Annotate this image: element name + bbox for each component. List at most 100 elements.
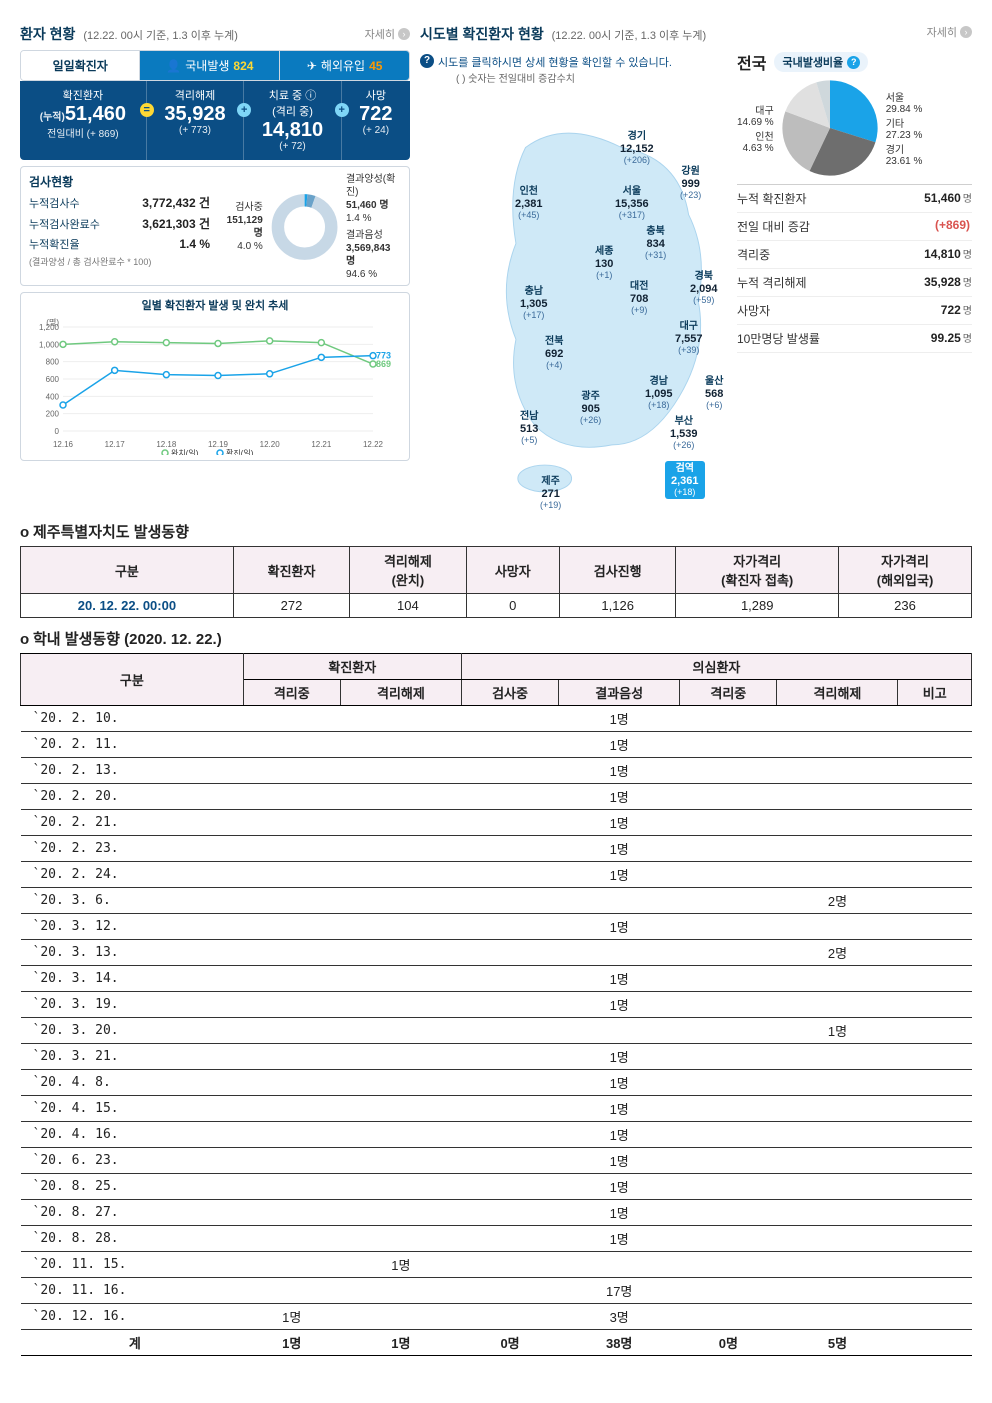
pie-chart	[780, 78, 880, 178]
svg-text:12.16: 12.16	[53, 440, 74, 449]
svg-text:400: 400	[46, 392, 60, 401]
jeju-date: 20. 12. 22. 00:00	[21, 594, 234, 618]
svg-text:12.18: 12.18	[156, 440, 177, 449]
map-region[interactable]: 대전708(+9)	[630, 281, 648, 315]
overseas-tab[interactable]: ✈ 해외유입 45	[280, 51, 409, 80]
svg-text:773: 773	[376, 351, 391, 361]
patient-status-panel: 환자 현황 (12.22. 00시 기준, 1.3 이후 누계) 자세히 › 일…	[20, 20, 410, 511]
svg-text:800: 800	[46, 358, 60, 367]
donut-pos-value: 51,460 명	[346, 199, 401, 212]
school-subcol: 검사중	[461, 680, 558, 706]
svg-text:완치(일): 완치(일)	[171, 449, 199, 455]
plane-icon: ✈	[307, 59, 317, 73]
trend-panel: 일별 확진환자 발생 및 완치 추세 02004006008001,0001,2…	[20, 292, 410, 461]
kv-row: 10만명당 발생률 99.25명	[737, 325, 972, 353]
jeju-table: 구분확진환자격리해제(완치)사망자검사진행자가격리(확진자 접촉)자가격리(해외…	[20, 546, 972, 618]
detail-link[interactable]: 자세히 ›	[365, 26, 410, 42]
kv-row: 누적 격리해제 35,928명	[737, 269, 972, 297]
donut-chart	[269, 187, 340, 267]
svg-text:600: 600	[46, 375, 60, 384]
national-title: 전국	[737, 50, 766, 74]
map-region[interactable]: 세종130(+1)	[595, 246, 613, 280]
table-row: `20. 3. 14.1명	[21, 966, 972, 992]
map-region[interactable]: 광주905(+26)	[580, 391, 601, 425]
map-region[interactable]: 강원999(+23)	[680, 166, 701, 200]
domestic-tab[interactable]: 👤 국내발생 824	[140, 51, 280, 80]
test-row-label: 누적검사완료수	[29, 216, 132, 232]
map-region[interactable]: 부산1,539(+26)	[670, 416, 698, 450]
map-region[interactable]: 대구7,557(+39)	[675, 321, 703, 355]
school-table: 구분 확진환자 의심환자 격리중격리해제검사중결과음성격리중격리해제비고 `20…	[20, 653, 972, 1356]
school-subcol: 결과음성	[559, 680, 680, 706]
test-row-value: 3,772,432 건	[142, 194, 210, 211]
school-subcol: 격리해제	[777, 680, 898, 706]
chevron-right-icon: ›	[398, 28, 410, 40]
map-region[interactable]: 경북2,094(+59)	[690, 271, 718, 305]
map-region[interactable]: 검역2,361(+18)	[665, 461, 705, 499]
donut-neg-value: 3,569,843 명	[346, 242, 401, 268]
map-region[interactable]: 전북692(+4)	[545, 336, 563, 370]
map-panel: 시도별 확진환자 현황 (12.22. 00시 기준, 1.3 이후 누계) ?…	[420, 20, 727, 511]
map-region[interactable]: 울산568(+6)	[705, 376, 723, 410]
table-row: `20. 12. 16.1명3명	[21, 1304, 972, 1330]
svg-text:12.17: 12.17	[105, 440, 126, 449]
table-row: `20. 2. 10.1명	[21, 706, 972, 732]
map-region[interactable]: 경남1,095(+18)	[645, 376, 673, 410]
map-region[interactable]: 전남513(+5)	[520, 411, 538, 445]
domestic-value: 824	[233, 59, 253, 73]
map-region[interactable]: 제주271(+19)	[540, 476, 561, 510]
national-panel: 자세히 › 전국 국내발생비율 ? 대구14.69 %인천4.63 % 서울29…	[737, 20, 972, 511]
donut-neg-label: 결과음성	[346, 229, 401, 242]
kv-row: 사망자 722명	[737, 297, 972, 325]
donut-going-pct: 4.0 %	[220, 240, 263, 253]
table-row: `20. 3. 20.1명	[21, 1018, 972, 1044]
svg-text:12.21: 12.21	[311, 440, 332, 449]
detail-link-regional[interactable]: 자세히 ›	[927, 24, 972, 40]
kv-row: 전일 대비 증감 (+869)	[737, 213, 972, 241]
table-row: `20. 4. 8.1명	[21, 1070, 972, 1096]
table-row: `20. 2. 24.1명	[21, 862, 972, 888]
map-region[interactable]: 충남1,305(+17)	[520, 286, 548, 320]
svg-text:0: 0	[55, 427, 60, 436]
kv-row: 격리중 14,810명	[737, 241, 972, 269]
jeju-col: 격리해제(완치)	[350, 547, 466, 594]
kv-row: 누적 확진환자 51,460명	[737, 185, 972, 213]
patient-status-sub: (12.22. 00시 기준, 1.3 이후 누계)	[83, 30, 238, 42]
test-row-label: 누적검사수	[29, 195, 132, 211]
testing-panel: 검사현황 누적검사수 3,772,432 건누적검사완료수 3,621,303 …	[20, 166, 410, 286]
svg-text:1,000: 1,000	[39, 340, 60, 349]
jeju-col: 검사진행	[560, 547, 676, 594]
map-region[interactable]: 충북834(+31)	[645, 226, 666, 260]
pie-slice-label: 인천4.63 %	[737, 128, 774, 154]
svg-text:(명): (명)	[46, 317, 59, 327]
daily-pill-row: 일일확진자 👤 국내발생 824 ✈ 해외유입 45	[20, 50, 410, 81]
daily-label: 일일확진자	[21, 51, 140, 80]
help-icon: ?	[847, 56, 860, 69]
map-region[interactable]: 서울15,356(+317)	[615, 186, 649, 220]
jeju-col: 자가격리(확진자 접촉)	[676, 547, 839, 594]
overseas-value: 45	[369, 59, 382, 73]
patient-status-title: 환자 현황	[20, 26, 75, 42]
trend-chart: 02004006008001,0001,200(명)12.1612.1712.1…	[27, 315, 403, 455]
col-gubun: 구분	[21, 654, 244, 706]
table-row: `20. 2. 23.1명	[21, 836, 972, 862]
donut-pos-label: 결과양성(확진)	[346, 173, 401, 199]
school-subcol: 비고	[898, 680, 972, 706]
testing-title: 검사현황	[29, 173, 210, 190]
table-row: `20. 3. 21.1명	[21, 1044, 972, 1070]
map-region[interactable]: 경기12,152(+206)	[620, 131, 654, 165]
table-row: `20. 6. 23.1명	[21, 1148, 972, 1174]
pie-slice-label: 대구14.69 %	[737, 102, 774, 128]
map-region[interactable]: 인천2,381(+45)	[515, 186, 543, 220]
stat-cell: 치료 중 ⓘ(격리 중) 14,810 (+ 72) +	[244, 81, 342, 160]
jeju-col: 확진환자	[233, 547, 349, 594]
stat-row: 확진환자 (누적)51,460 전일대비 (+ 869) = 격리해제 35,9…	[20, 81, 410, 160]
table-total-row: 계1명1명0명38명0명5명	[21, 1330, 972, 1356]
table-row: `20. 3. 12.1명	[21, 914, 972, 940]
pie-slice-label: 서울29.84 %	[886, 89, 923, 115]
svg-text:200: 200	[46, 410, 60, 419]
school-subcol: 격리해제	[340, 680, 461, 706]
table-row: `20. 8. 27.1명	[21, 1200, 972, 1226]
pie-slice-label: 기타27.23 %	[886, 115, 923, 141]
jeju-col: 구분	[21, 547, 234, 594]
